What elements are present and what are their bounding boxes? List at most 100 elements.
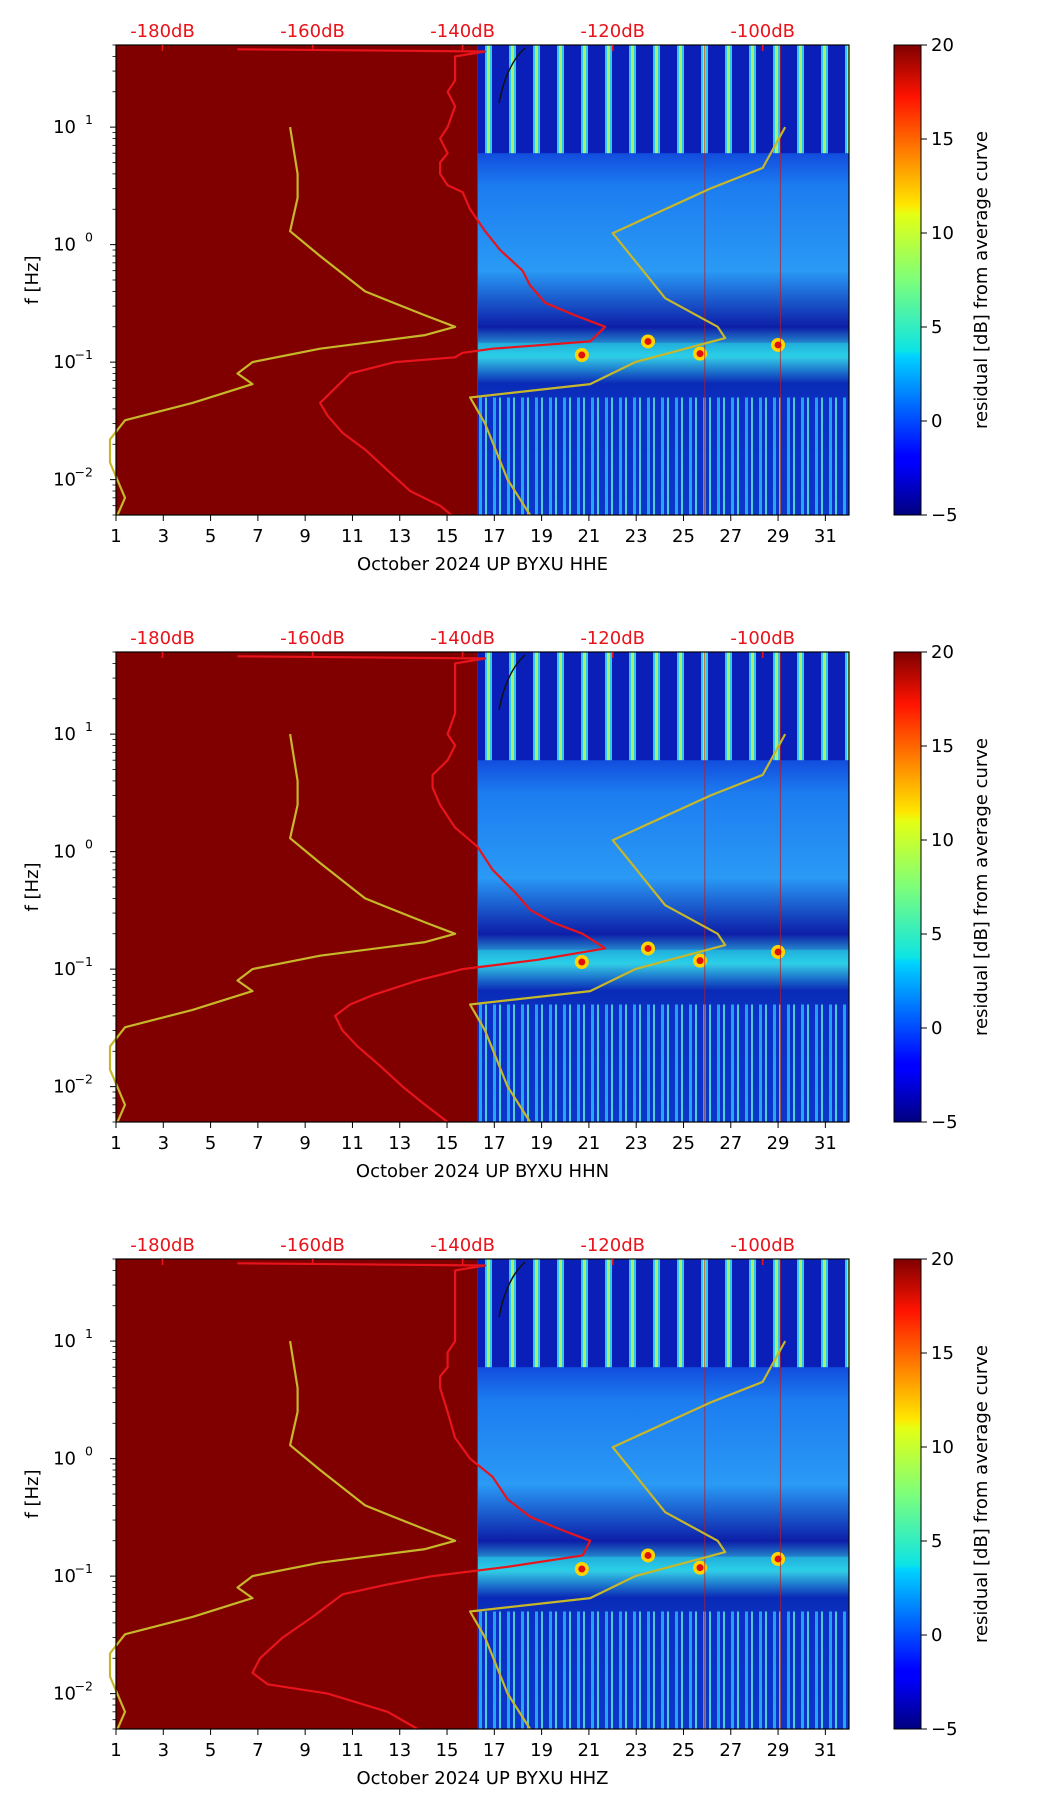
x-axis-label: October 2024 UP BYXU HHZ xyxy=(356,1768,608,1789)
y-tick-exponent: −1 xyxy=(75,347,93,362)
colorbar-tick-label: 20 xyxy=(931,642,954,663)
x-tick-label: 13 xyxy=(388,526,411,547)
hotspot-core xyxy=(578,351,586,359)
y-tick-exponent: −2 xyxy=(75,1679,93,1694)
x-tick-label: 21 xyxy=(577,526,600,547)
colorbar-tick-label: 15 xyxy=(931,736,954,757)
masked-region xyxy=(116,652,478,1122)
x-tick-label: 21 xyxy=(577,1133,600,1154)
x-tick-label: 29 xyxy=(767,1133,790,1154)
x-tick-label: 17 xyxy=(483,1133,506,1154)
y-tick-exponent: −2 xyxy=(75,1072,93,1087)
y-tick-label: 10 xyxy=(53,235,76,256)
y-axis-label: f [Hz] xyxy=(22,255,43,304)
microseism-band xyxy=(477,342,849,357)
colorbar-tick-label: 0 xyxy=(931,1625,942,1646)
top-tick-label: -140dB xyxy=(430,1235,495,1256)
hotspot-core xyxy=(774,1555,782,1563)
y-tick-label: 10 xyxy=(53,1566,76,1587)
x-tick-label: 11 xyxy=(341,1740,364,1761)
y-tick-exponent: −2 xyxy=(75,465,93,480)
colorbar-tick-label: 5 xyxy=(931,1531,942,1552)
colorbar-tick-label: 10 xyxy=(931,223,954,244)
x-tick-label: 29 xyxy=(767,526,790,547)
hotspot-core xyxy=(774,948,782,956)
x-tick-label: 13 xyxy=(388,1740,411,1761)
top-tick-label: -180dB xyxy=(130,628,195,649)
colorbar xyxy=(893,651,922,1123)
x-tick-label: 13 xyxy=(388,1133,411,1154)
x-tick-label: 5 xyxy=(205,526,216,547)
y-axis-label: f [Hz] xyxy=(22,1469,43,1518)
x-tick-label: 3 xyxy=(158,1133,169,1154)
hotspot-core xyxy=(644,1551,652,1559)
hotspot-core xyxy=(696,957,704,965)
top-tick-label: -140dB xyxy=(430,628,495,649)
boundary-curve xyxy=(498,1261,526,1318)
y-tick-exponent: 1 xyxy=(85,112,93,127)
x-tick-label: 1 xyxy=(110,1740,121,1761)
x-tick-label: 25 xyxy=(672,526,695,547)
hotspot-core xyxy=(696,350,704,358)
x-tick-label: 15 xyxy=(436,526,459,547)
y-tick-label: 10 xyxy=(53,352,76,373)
noise-model-upper-curve xyxy=(469,1340,787,1730)
x-tick-label: 7 xyxy=(252,1740,263,1761)
x-axis-label: October 2024 UP BYXU HHN xyxy=(356,1161,609,1182)
colorbar-tick-label: 0 xyxy=(931,411,942,432)
x-tick-label: 3 xyxy=(158,1740,169,1761)
x-tick-label: 17 xyxy=(483,526,506,547)
colorbar-label: residual [dB] from average curve xyxy=(971,738,992,1036)
spectrogram-low-band xyxy=(477,397,849,515)
hotspot-core xyxy=(696,1564,704,1572)
y-tick-label: 10 xyxy=(53,1077,76,1098)
x-tick-label: 7 xyxy=(252,526,263,547)
y-tick-label: 10 xyxy=(53,724,76,745)
x-tick-label: 25 xyxy=(672,1133,695,1154)
colorbar-tick-label: 10 xyxy=(931,1437,954,1458)
y-tick-label: 10 xyxy=(53,1684,76,1705)
y-tick-label: 10 xyxy=(53,1331,76,1352)
spectrogram-low-band xyxy=(477,1004,849,1122)
noise-model-upper-curve xyxy=(469,126,787,516)
x-tick-label: 19 xyxy=(530,1740,553,1761)
hotspot-core xyxy=(578,1565,586,1573)
x-tick-label: 27 xyxy=(719,1133,742,1154)
y-tick-exponent: −1 xyxy=(75,954,93,969)
x-tick-label: 29 xyxy=(767,1740,790,1761)
x-tick-label: 17 xyxy=(483,1740,506,1761)
x-tick-label: 11 xyxy=(341,526,364,547)
psd-curve xyxy=(237,655,607,1123)
y-tick-exponent: 0 xyxy=(85,837,93,852)
x-axis-label: October 2024 UP BYXU HHE xyxy=(357,554,608,575)
y-tick-exponent: 1 xyxy=(85,719,93,734)
top-tick-label: -160dB xyxy=(280,1235,345,1256)
top-tick-label: -120dB xyxy=(580,21,645,42)
spectrogram-high-band xyxy=(477,1259,849,1368)
colorbar-tick-label: 10 xyxy=(931,830,954,851)
x-tick-label: 5 xyxy=(205,1740,216,1761)
x-tick-label: 21 xyxy=(577,1740,600,1761)
x-tick-label: 9 xyxy=(299,1740,310,1761)
x-tick-label: 31 xyxy=(814,1133,837,1154)
y-tick-exponent: 1 xyxy=(85,1326,93,1341)
colorbar-tick-label: −5 xyxy=(931,1719,958,1740)
x-tick-label: 1 xyxy=(110,526,121,547)
top-tick-label: -160dB xyxy=(280,21,345,42)
x-tick-label: 31 xyxy=(814,1740,837,1761)
hotspot-core xyxy=(578,958,586,966)
x-tick-label: 11 xyxy=(341,1133,364,1154)
top-tick-label: -100dB xyxy=(730,628,795,649)
y-tick-label: 10 xyxy=(53,959,76,980)
x-tick-label: 15 xyxy=(436,1133,459,1154)
top-tick-label: -100dB xyxy=(730,1235,795,1256)
x-tick-label: 31 xyxy=(814,526,837,547)
x-tick-label: 19 xyxy=(530,1133,553,1154)
x-tick-label: 7 xyxy=(252,1133,263,1154)
colorbar-tick-label: 15 xyxy=(931,129,954,150)
y-tick-label: 10 xyxy=(53,1449,76,1470)
hotspot-core xyxy=(774,341,782,349)
x-tick-label: 23 xyxy=(625,1133,648,1154)
